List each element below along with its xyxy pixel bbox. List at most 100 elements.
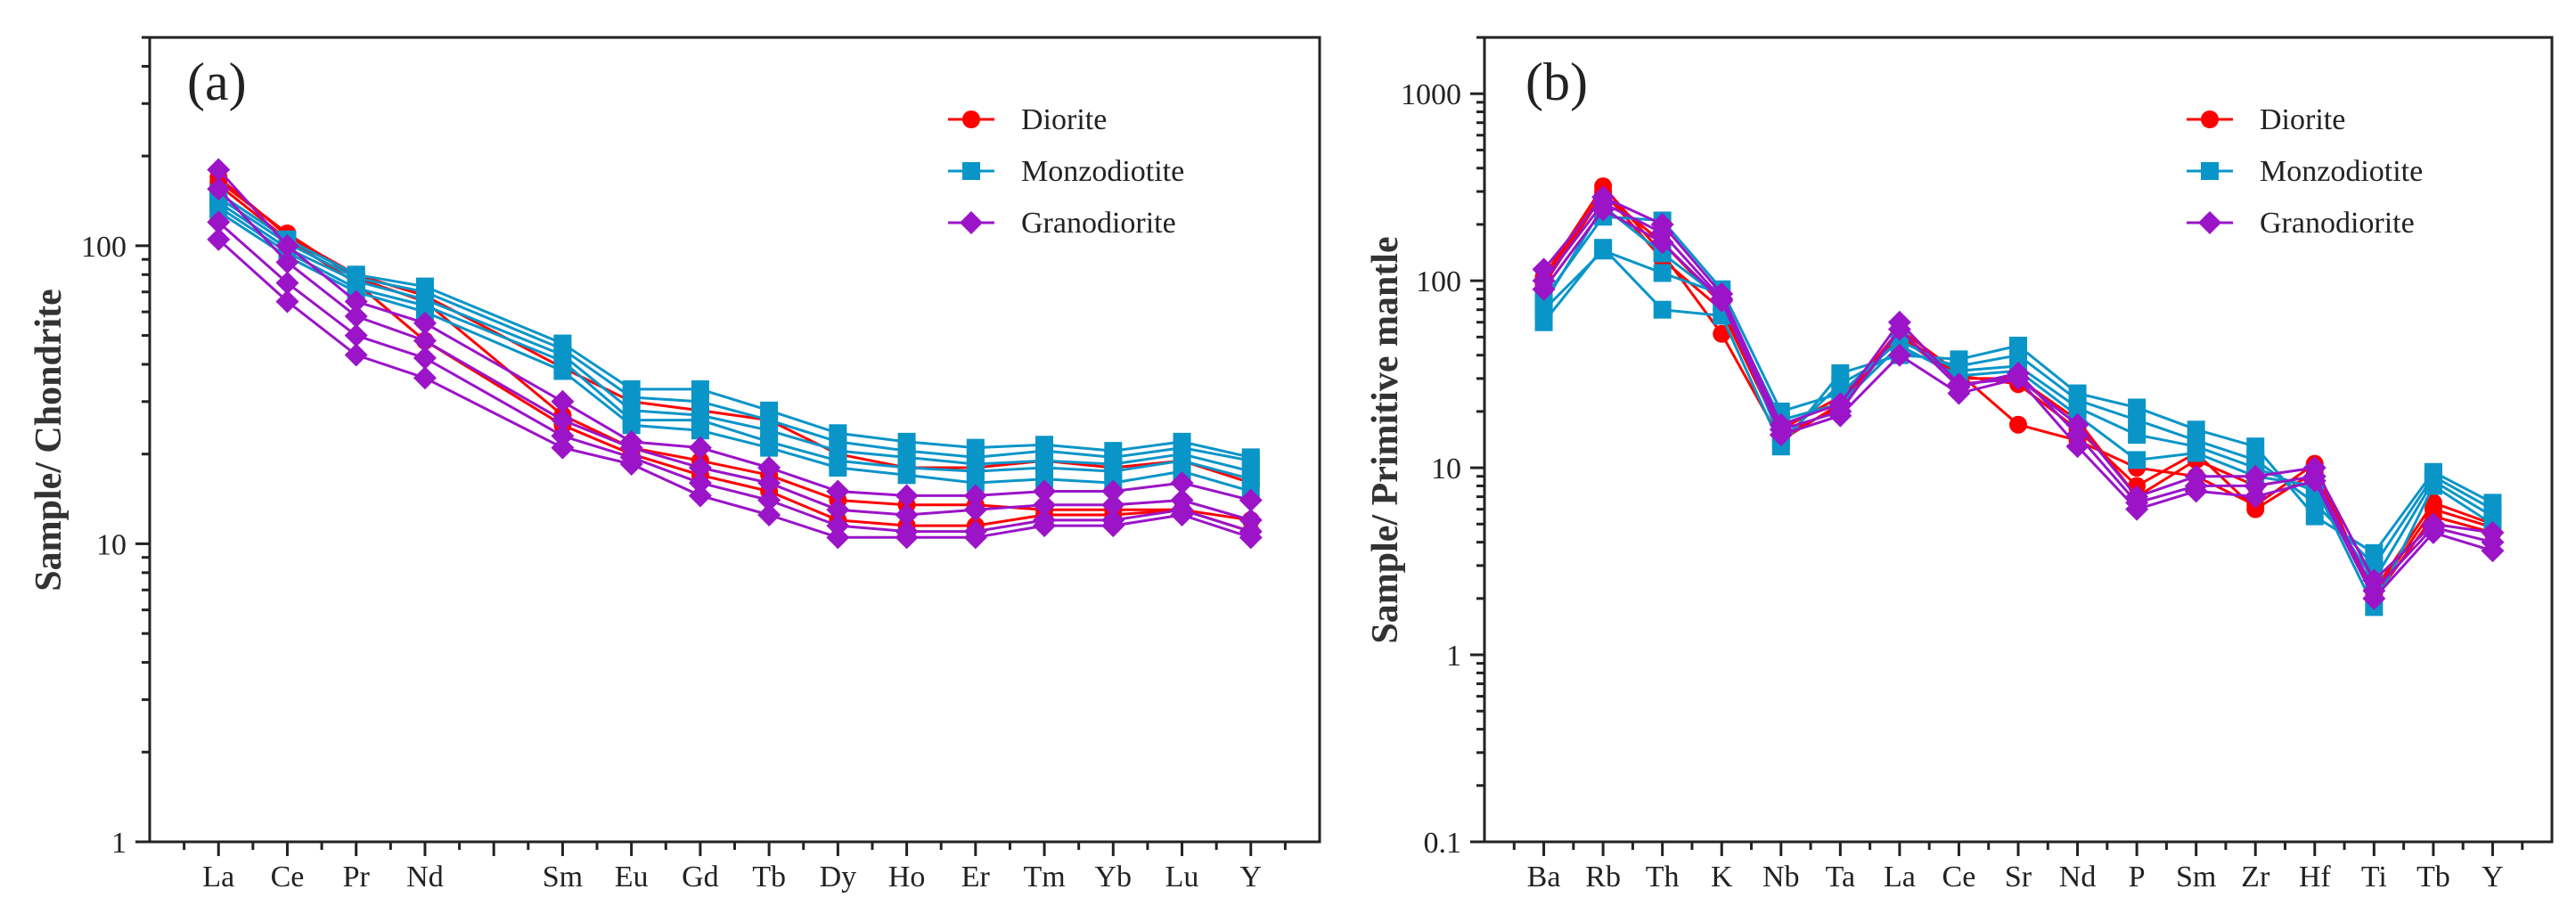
data-point <box>826 498 850 522</box>
x-tick-label-er: Er <box>961 861 991 893</box>
data-point <box>2244 485 2268 509</box>
data-point <box>1101 493 1125 517</box>
data-point <box>691 392 709 411</box>
data-point <box>1887 317 1911 341</box>
data-point <box>688 484 712 508</box>
data-point <box>691 421 709 440</box>
data-point <box>760 438 779 457</box>
y-tick-label: 10 <box>96 528 127 561</box>
data-point <box>2128 411 2147 429</box>
data-point <box>895 503 919 527</box>
data-point <box>207 177 231 201</box>
x-tick-label-la: La <box>1884 861 1916 893</box>
data-point <box>2246 500 2265 518</box>
data-point <box>344 323 368 347</box>
data-point <box>963 484 987 508</box>
x-tick-label-ti: Ti <box>2361 861 2387 893</box>
legend-entry-diorite: Diorite <box>2187 103 2345 136</box>
series-group-b <box>1532 177 2505 616</box>
data-point <box>1239 526 1263 550</box>
series-granodiorite-12 <box>207 227 1263 550</box>
data-point <box>413 366 437 390</box>
series-group-a <box>207 158 1263 550</box>
x-tick-label-rb: Rb <box>1585 861 1621 893</box>
legend-marker <box>2198 211 2221 234</box>
data-point <box>1033 493 1057 517</box>
data-point <box>688 456 712 480</box>
data-point <box>2187 444 2205 462</box>
legend-label: Monzodiotite <box>2260 155 2423 188</box>
y-tick-label: 1000 <box>1401 78 1461 111</box>
chart-panel-b: Sample/ Primitive mantle (b) 0.1 1 10 100 10… <box>1365 36 2554 893</box>
data-point <box>275 290 299 314</box>
x-axis-b: Ba Rb Th K Nb Ta La Ce Sr Nd P Sm Zr Hf Ti Tb Y <box>1512 842 2524 893</box>
x-tick-label-y: Y <box>1239 861 1262 893</box>
x-axis-a: La Ce Pr Nd Sm Eu Gd Tb Dy Ho Er Tm Yb Lu Y <box>183 842 1287 893</box>
legend-marker <box>2201 110 2219 128</box>
x-tick-label-p: P <box>2129 861 2146 893</box>
x-tick-label-tb: Tb <box>2417 861 2450 893</box>
x-tick-label-tm: Tm <box>1023 861 1065 893</box>
x-tick-label-ba: Ba <box>1527 861 1561 893</box>
y-tick-label: 10 <box>1431 453 1461 485</box>
data-point <box>1170 503 1194 527</box>
x-tick-label-hf: Hf <box>2299 861 2332 893</box>
data-point <box>1947 381 1971 405</box>
data-point <box>2125 497 2149 521</box>
data-point <box>2009 415 2027 434</box>
data-point <box>963 526 987 550</box>
data-point <box>1713 324 1731 343</box>
legend-entry-diorite: Diorite <box>948 103 1107 136</box>
x-tick-label-tb: Tb <box>752 861 786 893</box>
data-point <box>413 346 437 370</box>
data-point <box>2007 366 2030 390</box>
x-tick-label-eu: Eu <box>615 861 649 893</box>
x-tick-label-ce: Ce <box>1942 861 1976 893</box>
x-tick-label-sm: Sm <box>543 861 583 893</box>
data-point <box>897 466 916 485</box>
legend-marker <box>962 162 980 180</box>
data-point <box>826 526 850 550</box>
data-point <box>622 416 641 435</box>
legend-label: Monzodiotite <box>1021 155 1184 188</box>
y-axis-title-a: Sample/ Chondrite <box>29 289 70 592</box>
x-tick-label-ho: Ho <box>888 861 926 893</box>
x-tick-label-k: K <box>1711 861 1733 893</box>
x-tick-label-th: Th <box>1646 861 1680 893</box>
data-point <box>895 484 919 508</box>
data-point <box>2305 507 2324 526</box>
data-point <box>1769 423 1793 447</box>
x-tick-label-gd: Gd <box>682 861 719 893</box>
data-point <box>1101 479 1125 503</box>
data-point <box>1591 198 1615 222</box>
legend-label: Diorite <box>2260 103 2345 136</box>
data-point <box>1035 469 1054 488</box>
data-point <box>1710 289 1734 313</box>
data-point <box>551 408 575 432</box>
legend-marker <box>962 110 980 128</box>
data-point <box>1653 264 1672 282</box>
series-granodiorite-10 <box>1532 198 2505 610</box>
data-point <box>275 250 299 274</box>
data-point <box>207 210 231 234</box>
x-tick-label-ta: Ta <box>1826 861 1856 893</box>
data-point <box>1532 277 1556 301</box>
legend-marker <box>960 211 983 234</box>
data-point <box>826 479 850 503</box>
y-tick-label: 1 <box>1446 640 1461 673</box>
x-tick-label-nd: Nd <box>406 861 444 893</box>
data-point <box>2246 437 2265 456</box>
x-tick-label-pr: Pr <box>343 861 371 893</box>
x-tick-label-dy: Dy <box>820 861 857 893</box>
legend-label: Granodiorite <box>2260 207 2415 240</box>
data-point <box>1653 300 1672 319</box>
data-point <box>2302 469 2327 493</box>
x-tick-label-zr: Zr <box>2241 861 2270 893</box>
y-axis-title-b: Sample/ Primitive mantle <box>1365 236 1406 643</box>
data-point <box>1170 471 1194 495</box>
data-point <box>2421 520 2445 544</box>
x-tick-label-la: La <box>202 861 234 893</box>
data-point <box>344 343 368 367</box>
